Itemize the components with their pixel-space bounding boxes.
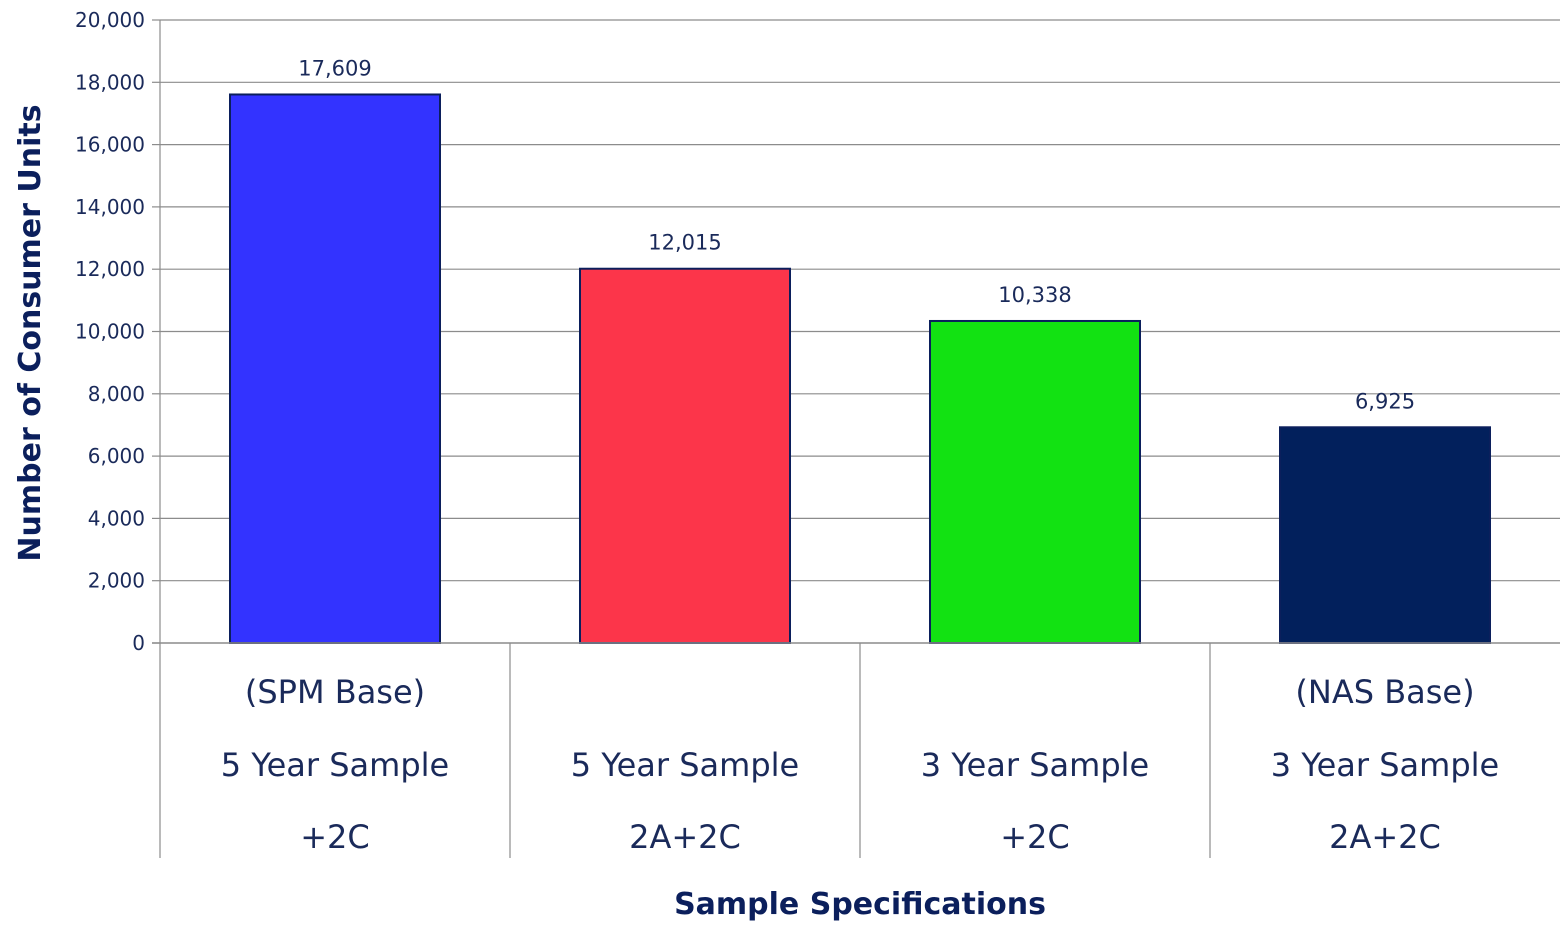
y-tick-label: 16,000 bbox=[75, 133, 145, 157]
bar-value-label: 10,338 bbox=[998, 283, 1071, 307]
y-tick-label: 12,000 bbox=[75, 257, 145, 281]
bar-value-label: 17,609 bbox=[298, 56, 371, 80]
y-tick-label: 14,000 bbox=[75, 195, 145, 219]
x-category-label: 3 Year Sample bbox=[921, 746, 1149, 784]
y-tick-label: 2,000 bbox=[88, 569, 145, 593]
y-tick-label: 4,000 bbox=[88, 506, 145, 530]
x-category-label: 2A+2C bbox=[1329, 818, 1441, 856]
x-category-label: (SPM Base) bbox=[245, 673, 425, 711]
bar-value-label: 12,015 bbox=[648, 231, 721, 255]
x-category-label: 5 Year Sample bbox=[571, 746, 799, 784]
x-category-label: 3 Year Sample bbox=[1271, 746, 1499, 784]
x-category-label: 5 Year Sample bbox=[221, 746, 449, 784]
y-axis-ticks: 0 2,000 4,000 6,000 8,000 10,000 12,000 14,000 1… bbox=[75, 8, 161, 655]
bar bbox=[229, 93, 441, 644]
y-axis-title: Number of Consumer Units bbox=[13, 104, 48, 561]
bar bbox=[929, 319, 1141, 644]
y-tick-label: 8,000 bbox=[88, 382, 145, 406]
bar-value-label: 6,925 bbox=[1355, 389, 1415, 413]
y-tick-label: 10,000 bbox=[75, 320, 145, 344]
y-tick-label: 18,000 bbox=[75, 70, 145, 94]
bar bbox=[579, 267, 791, 644]
y-tick-label: 20,000 bbox=[75, 8, 145, 32]
x-axis-title: Sample Specifications bbox=[674, 887, 1046, 922]
bar bbox=[1279, 426, 1491, 644]
x-category-label: 2A+2C bbox=[629, 818, 741, 856]
x-axis: (SPM Base) 5 Year Sample +2C 5 Year Sample 2… bbox=[152, 642, 1560, 858]
y-tick-label: 0 bbox=[132, 631, 145, 655]
bars: 17,609 12,015 10,338 6,925 bbox=[229, 56, 1491, 644]
x-category-label: +2C bbox=[300, 818, 370, 856]
x-category-label: (NAS Base) bbox=[1295, 673, 1474, 711]
y-tick-label: 6,000 bbox=[88, 444, 145, 468]
x-category-label: +2C bbox=[1000, 818, 1070, 856]
